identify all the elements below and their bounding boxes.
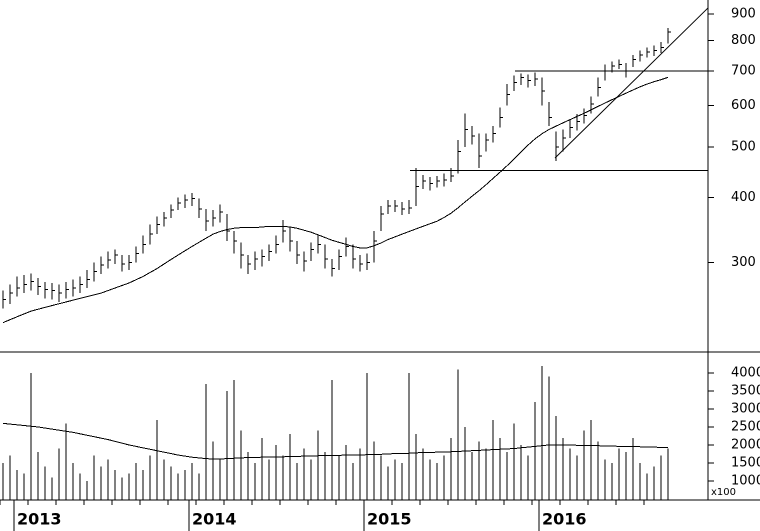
y-tick-label: 900 [731, 6, 756, 21]
y-tick-label: 3500 [731, 383, 760, 398]
volume-moving-average [2, 422, 668, 460]
x-tick-label: 2014 [192, 510, 237, 529]
x-tick-label: 2016 [542, 510, 587, 529]
y-tick-label: 600 [731, 98, 756, 113]
y-tick-label: 1500 [731, 455, 760, 470]
y-tick-label: 3000 [731, 401, 760, 416]
x-tick-label: 2015 [367, 510, 412, 529]
y-tick-label: 500 [731, 139, 756, 154]
price-moving-average [2, 76, 669, 324]
volume-unit-label: x100 [711, 487, 736, 498]
y-tick-label: 300 [731, 255, 756, 270]
x-tick-label: 2013 [17, 510, 62, 529]
y-tick-label: 400 [731, 190, 756, 205]
y-tick-label: 800 [731, 33, 756, 48]
y-tick-label: 4000 [731, 365, 760, 380]
y-tick-label: 2500 [731, 419, 760, 434]
trendline [554, 7, 709, 159]
y-tick-label: 700 [731, 63, 756, 78]
y-tick-label: 1000 [731, 473, 760, 488]
y-tick-label: 2000 [731, 437, 760, 452]
